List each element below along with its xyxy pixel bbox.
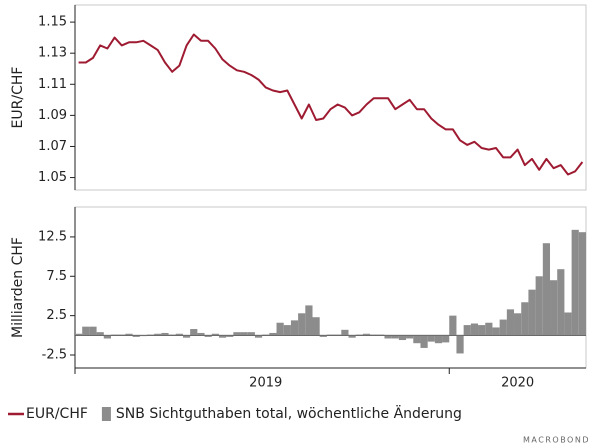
y-tick-label: 1.15 — [38, 15, 67, 30]
y-axis-label: Milliarden CHF — [10, 237, 26, 338]
bar — [348, 335, 356, 338]
bar — [75, 333, 83, 336]
bar — [226, 335, 234, 337]
bar — [463, 325, 471, 336]
bar — [550, 280, 558, 336]
bar — [110, 334, 119, 336]
y-tick-label: -2.5 — [42, 348, 67, 363]
x-tick-label: 2020 — [501, 376, 534, 391]
bar — [377, 334, 385, 336]
bar — [542, 243, 551, 336]
bar — [334, 334, 342, 336]
bar — [233, 332, 241, 336]
bar — [262, 334, 270, 336]
bar — [312, 317, 320, 336]
y-tick-label: 12.5 — [38, 229, 67, 244]
y-axis-label: EUR/CHF — [10, 67, 26, 129]
bar — [82, 326, 90, 336]
y-tick-label: 7.5 — [46, 269, 67, 284]
bar — [398, 335, 407, 341]
bar — [557, 269, 565, 336]
bar — [492, 327, 500, 336]
bar — [283, 325, 291, 336]
y-tick-label: 1.11 — [38, 77, 67, 92]
legend-label: EUR/CHF — [26, 406, 88, 422]
line-series — [78, 33, 584, 176]
bar — [125, 333, 133, 336]
bar — [204, 335, 212, 337]
bar — [211, 333, 219, 336]
bar — [89, 326, 97, 336]
bar — [355, 334, 363, 336]
bar — [305, 305, 313, 336]
bar — [528, 289, 536, 336]
bar — [182, 335, 191, 338]
bar — [319, 335, 327, 337]
bar — [391, 335, 399, 339]
bar — [161, 332, 169, 336]
bar — [154, 333, 162, 336]
y-tick-label: 2.5 — [46, 308, 67, 323]
bar — [362, 333, 371, 336]
bar — [413, 335, 421, 344]
bar — [118, 334, 126, 336]
bar — [499, 319, 507, 336]
bar — [247, 332, 255, 336]
bar — [132, 335, 140, 337]
bar — [341, 329, 349, 336]
bar — [103, 335, 111, 339]
bar — [298, 313, 306, 336]
bar — [326, 334, 335, 336]
bar — [197, 332, 205, 336]
y-tick-label: 1.13 — [38, 46, 67, 61]
bar — [384, 335, 392, 339]
bar — [470, 323, 479, 336]
bar — [578, 232, 586, 336]
bar — [218, 335, 227, 338]
bar — [190, 329, 198, 336]
bar — [571, 229, 579, 336]
bar — [485, 322, 493, 336]
watermark: MACROBOND — [523, 436, 590, 445]
bar — [406, 335, 414, 339]
bar — [456, 335, 464, 354]
bar — [254, 335, 263, 338]
bar — [139, 335, 147, 337]
bar — [290, 320, 299, 336]
bar — [427, 335, 435, 342]
legend-label: SNB Sichtguthaben total, wöchentliche Än… — [116, 404, 462, 422]
bar — [514, 313, 522, 336]
panel-frame — [74, 206, 587, 369]
y-tick-label: 1.05 — [38, 170, 67, 185]
bar — [506, 309, 515, 336]
bar — [478, 325, 486, 336]
bar — [96, 332, 104, 336]
bar — [449, 315, 457, 336]
x-tick-label: 2019 — [249, 376, 282, 391]
bar — [269, 332, 277, 336]
bar — [146, 334, 155, 336]
bar — [175, 333, 183, 336]
y-tick-label: 1.07 — [38, 139, 67, 154]
legend-swatch — [101, 407, 111, 421]
bar — [168, 334, 176, 336]
bar — [240, 332, 248, 336]
panel-frame — [74, 4, 587, 191]
bar — [564, 312, 572, 336]
bar — [434, 335, 443, 344]
bar — [370, 334, 378, 336]
y-tick-label: 1.09 — [38, 108, 67, 123]
bar — [521, 302, 529, 336]
bar — [276, 322, 284, 336]
bar — [420, 335, 428, 348]
bar — [442, 335, 450, 343]
bar — [535, 276, 543, 336]
